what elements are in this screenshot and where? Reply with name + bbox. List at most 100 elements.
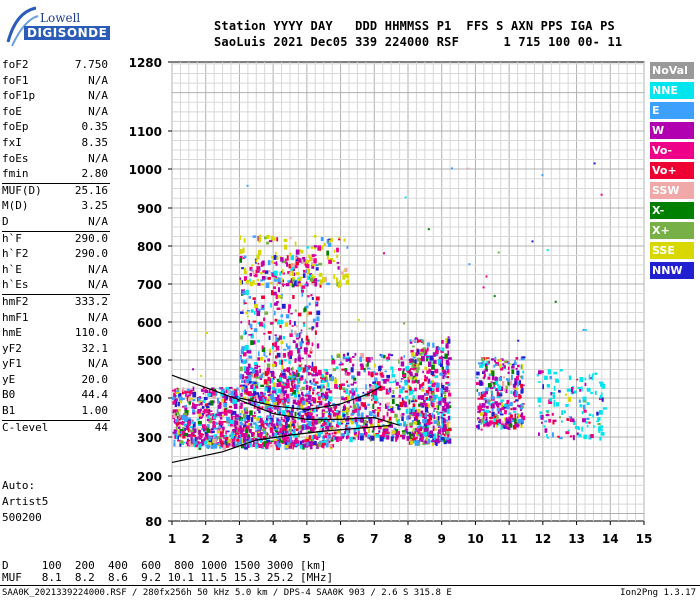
echo-point [285,314,290,319]
echo-point [282,434,286,441]
echo-point [175,401,177,407]
echo-point [297,277,301,280]
echo-point [435,440,438,446]
echo-point [246,366,250,371]
echo-point [318,262,323,266]
echo-point [269,410,273,412]
echo-point [507,371,510,374]
echo-point [279,271,282,276]
echo-point [413,338,416,344]
echo-point [443,423,445,428]
echo-point [418,383,423,388]
echo-point [409,341,413,344]
echo-point [270,271,275,274]
echo-point [553,401,555,407]
echo-point [437,415,440,421]
echo-point [571,418,575,423]
echo-point [239,280,242,286]
echo-point [330,376,334,382]
echo-point [268,415,273,419]
echo-point [300,440,303,446]
legend-item-w: W [650,122,694,139]
echo-point [176,434,179,440]
echo-point [307,343,310,347]
echo-point [189,444,194,447]
echo-point [308,391,311,396]
echo-point [317,418,321,424]
echo-point [217,401,221,404]
echo-point [263,351,266,356]
echo-point [295,272,300,276]
param-name: yE [2,372,16,386]
echo-point [540,414,544,420]
echo-point [316,392,318,395]
echo-point [441,356,446,359]
echo-point [209,410,213,412]
echo-point [345,357,349,362]
echo-point [546,384,550,388]
echo-point [390,406,394,412]
echo-point [591,374,594,381]
echo-point [311,409,314,412]
parameter-panel: foF2 7.750 foF1 N/A foF1p N/A foE N/A foEp 0.35 fx… [2,58,110,436]
echo-point [223,402,228,408]
echo-point [336,261,340,264]
echo-point [284,430,288,433]
echo-point [409,408,411,413]
echo-point [187,397,192,403]
echo-point [491,416,494,419]
echo-point [315,381,319,384]
echo-point [260,261,264,267]
echo-point [369,417,373,420]
echo-point [218,387,222,390]
echo-point [561,410,564,415]
echo-point [380,374,385,378]
echo-point [321,373,324,378]
echo-point [343,269,346,272]
legend-item-sse: SSE [650,242,694,259]
echo-point [281,410,286,415]
echo-point [329,425,334,430]
echo-point [338,410,341,414]
echo-point [258,249,262,256]
echo-point [421,436,424,440]
echo-point [240,426,242,430]
echo-point [338,238,341,241]
echo-point [484,368,488,372]
echo-point [219,431,224,438]
echo-point [392,398,395,405]
echo-point [253,362,258,366]
echo-point [309,380,312,384]
echo-point [219,416,223,420]
echo-point [588,434,592,440]
echo-point [545,414,550,417]
echo-point [428,415,433,421]
echo-point [567,429,570,432]
param-value: 8.35 [81,135,109,149]
echo-point [419,433,423,437]
echo-point [217,436,222,440]
echo-point [380,354,384,358]
echo-point [270,407,274,410]
echo-point [586,387,591,392]
echo-point [378,430,381,433]
echo-point [346,430,349,436]
echo-point [422,382,425,386]
echo-point [271,363,276,367]
echo-point [225,430,227,435]
echo-point [295,261,299,266]
echo-point [265,405,268,408]
echo-point [269,378,271,384]
echo-point [426,358,428,362]
echo-point [289,236,292,240]
echo-point [433,420,437,425]
echo-point [307,295,310,298]
echo-point [294,438,298,443]
echo-point [290,432,293,435]
echo-point [555,379,560,383]
echo-point [421,395,425,401]
echo-point [346,372,350,376]
echo-point [212,420,216,425]
echo-point [489,411,491,413]
